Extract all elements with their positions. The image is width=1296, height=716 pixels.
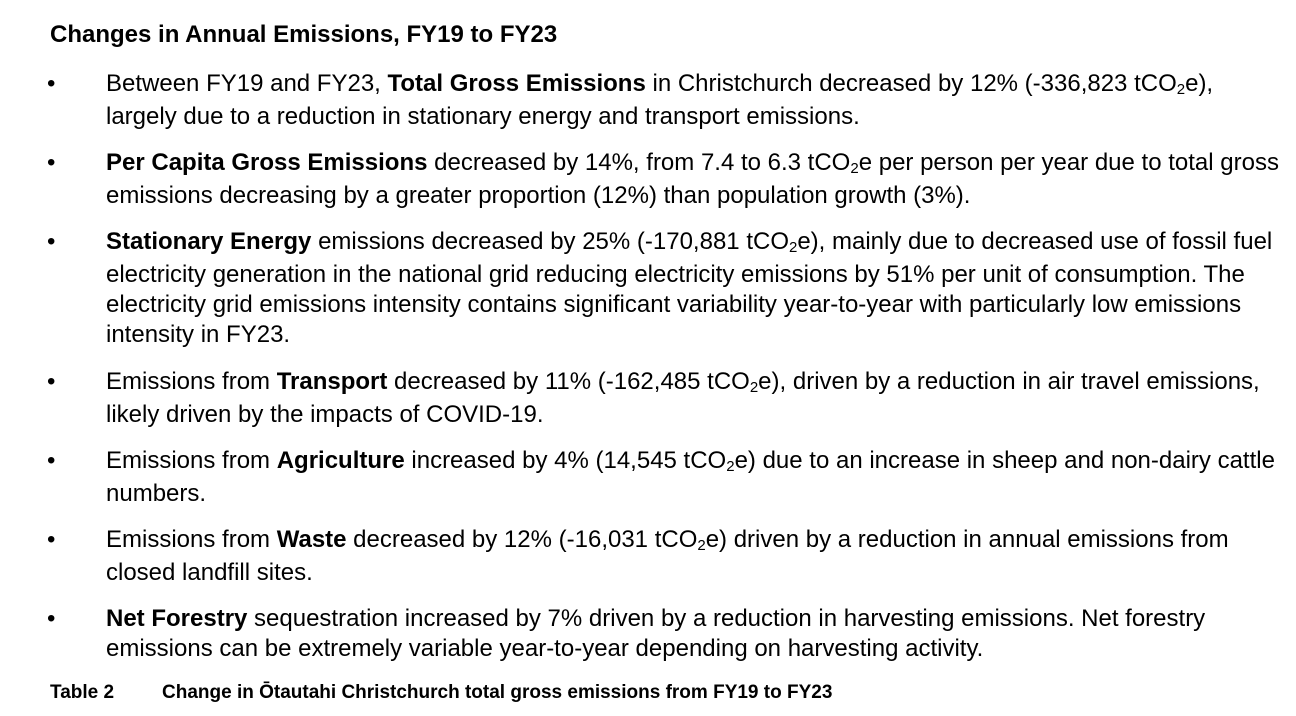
bullet-text: Stationary Energy emissions decreased by… [106, 227, 1286, 350]
table-caption: Table 2 Change in Ōtautahi Christchurch t… [50, 680, 832, 706]
bullet-bold-term: Agriculture [276, 447, 405, 474]
section-heading: Changes in Annual Emissions, FY19 to FY2… [50, 21, 558, 48]
bullet-bold-term: Transport [276, 368, 388, 395]
bullet-text-run: e) driven by a reduction in annual emiss… [106, 526, 1229, 586]
subscript: 2 [749, 379, 759, 396]
bullet-text-run: e), driven by a reduction in air travel … [106, 368, 1260, 428]
bullet-text-run: Between FY19 and FY23, [106, 70, 388, 97]
bullet-bold-term: Waste [276, 526, 347, 553]
bullet-text-run: sequestration increased by 7% driven by … [106, 605, 1206, 662]
bullet-text-run: e), mainly due to decreased use of fossi… [106, 228, 1273, 348]
bullet-text: Net Forestry sequestration increased by … [106, 604, 1286, 664]
bullet-text: Emissions from Agriculture increased by … [106, 446, 1286, 509]
table-caption-text: Change in Ōtautahi Christchurch total gr… [162, 682, 833, 703]
subscript: 2 [850, 160, 859, 177]
bullet-bold-term: Stationary Energy [106, 228, 312, 255]
table-caption-label: Table 2 [50, 682, 115, 703]
bullet-text-run: Emissions from [106, 447, 277, 474]
bullet-text-run: in Christchurch decreased by 12% (-336,8… [645, 70, 1177, 97]
bullet-dot-icon: • [47, 368, 56, 395]
bullet-text-run: increased by 4% (14,545 tCO [404, 447, 727, 474]
bullet-text-run: decreased by 11% (-162,485 tCO [387, 368, 750, 395]
bullet-text-run: decreased by 14%, from 7.4 to 6.3 tCO [427, 149, 851, 176]
bullet-bold-term: Net Forestry [106, 605, 248, 632]
bullet-text-run: decreased by 12% (-16,031 tCO [346, 526, 698, 553]
bullet-dot-icon: • [47, 526, 56, 553]
bullet-bold-term: Total Gross Emissions [387, 70, 646, 97]
bullet-bold-term: Per Capita Gross Emissions [106, 149, 428, 176]
bullet-text-run: e), largely due to a reduction in statio… [106, 70, 1214, 130]
bullet-text-run: emissions decreased by 25% (-170,881 tCO [311, 228, 789, 255]
bullet-dot-icon: • [47, 149, 56, 176]
subscript: 2 [788, 239, 798, 256]
bullet-dot-icon: • [47, 447, 56, 474]
bullet-text-run: e per person per year due to total gross… [106, 149, 1279, 209]
bullet-dot-icon: • [47, 605, 56, 632]
bullet-text-run: Emissions from [106, 368, 277, 395]
subscript: 2 [697, 537, 706, 554]
bullet-dot-icon: • [47, 228, 56, 255]
bullet-text: Emissions from Waste decreased by 12% (-… [106, 525, 1286, 588]
subscript: 2 [726, 458, 735, 475]
bullet-text: Per Capita Gross Emissions decreased by … [106, 148, 1286, 211]
bullet-text: Between FY19 and FY23, Total Gross Emiss… [106, 69, 1286, 132]
subscript: 2 [1176, 81, 1186, 98]
bullet-text: Emissions from Transport decreased by 11… [106, 367, 1286, 430]
bullet-text-run: Emissions from [106, 526, 277, 553]
bullet-dot-icon: • [47, 70, 56, 97]
bullet-text-run: e) due to an increase in sheep and non-d… [106, 447, 1275, 507]
